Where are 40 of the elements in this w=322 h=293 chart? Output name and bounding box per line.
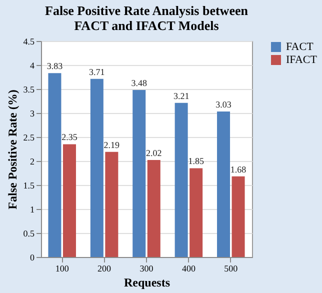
x-tick-label: 200 — [98, 264, 112, 274]
data-label: 1.68 — [230, 164, 247, 174]
data-label: 3.03 — [216, 100, 232, 110]
y-tick-label: 2.5 — [23, 132, 35, 142]
x-tick-label: 100 — [55, 264, 70, 274]
y-tick-label: 2 — [30, 156, 34, 166]
x-tick-label: 500 — [224, 264, 238, 274]
data-label: 3.71 — [89, 66, 105, 77]
y-tick-label: 0.5 — [23, 228, 35, 238]
y-tick-label: 3 — [30, 108, 35, 118]
y-tick-label: 1 — [30, 204, 34, 214]
y-tick-label: 3.5 — [23, 84, 35, 94]
data-label: 2.19 — [104, 140, 120, 150]
data-label: 2.35 — [62, 132, 78, 142]
data-label: 3.48 — [131, 78, 148, 88]
data-label: 3.21 — [173, 90, 190, 101]
y-tick-label: 0 — [30, 252, 35, 262]
x-tick-label: 300 — [140, 264, 154, 274]
bar — [90, 78, 104, 257]
data-label: 3.83 — [46, 61, 64, 72]
legend-label: FACT — [286, 41, 314, 53]
x-tick-label: 400 — [182, 264, 196, 274]
bar — [174, 102, 188, 257]
data-label: 1.85 — [188, 156, 204, 166]
bar — [190, 168, 203, 257]
bar — [62, 144, 76, 257]
x-axis-title: Requests — [124, 276, 170, 290]
bar — [147, 160, 160, 257]
chart-title: False Positive Rate Analysis between FACT and IFACT Models — [45, 3, 249, 33]
y-axis-title: False Positive Rate (%) — [5, 90, 20, 210]
bar — [232, 176, 245, 257]
y-tick-label: 4.5 — [23, 36, 35, 46]
data-label: 2.02 — [146, 148, 162, 158]
y-tick-label: 4 — [30, 60, 35, 70]
bar — [48, 73, 62, 257]
y-tick-label: 1.5 — [23, 180, 35, 190]
bar — [217, 112, 230, 257]
legend-label: IFACT — [286, 54, 318, 66]
bar — [132, 90, 146, 257]
bar — [105, 152, 118, 257]
